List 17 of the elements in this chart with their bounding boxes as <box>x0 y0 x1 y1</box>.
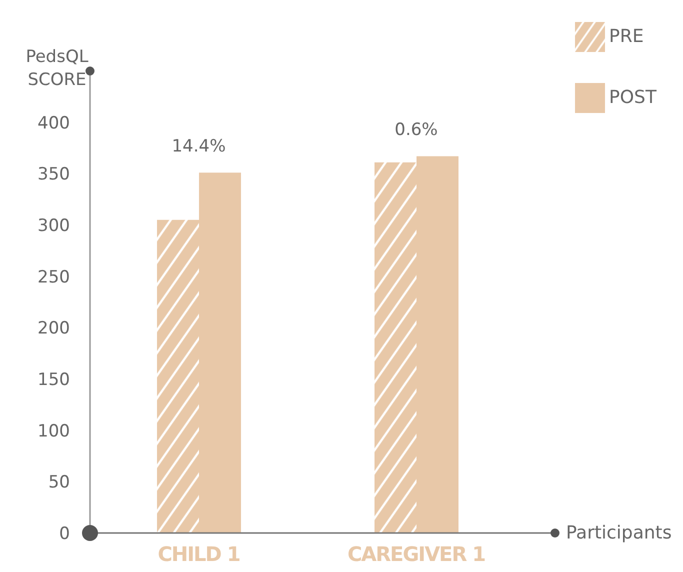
y-tick-label: 150 <box>38 370 70 390</box>
x-axis-title: Participants <box>566 522 672 544</box>
legend-label: PRE <box>609 26 644 47</box>
y-tick-label: 200 <box>38 318 70 339</box>
y-axis-title: PedsQL SCORE <box>26 47 89 90</box>
annotation: 0.6% <box>394 120 438 140</box>
x-tick-label: CHILD 1 <box>158 542 240 566</box>
y-tick-label: 400 <box>38 113 70 134</box>
y-tick-label: 50 <box>48 472 70 493</box>
y-tick-label: 100 <box>38 421 70 442</box>
y-tick-label: 0 <box>59 524 70 544</box>
annotation: 14.4% <box>172 136 226 157</box>
x-tick-label: CAREGIVER 1 <box>348 542 486 566</box>
legend-label: POST <box>609 86 656 108</box>
y-tick-label: 300 <box>38 216 70 236</box>
y-tick-label: 350 <box>38 164 70 185</box>
y-tick-label: 250 <box>38 267 70 288</box>
